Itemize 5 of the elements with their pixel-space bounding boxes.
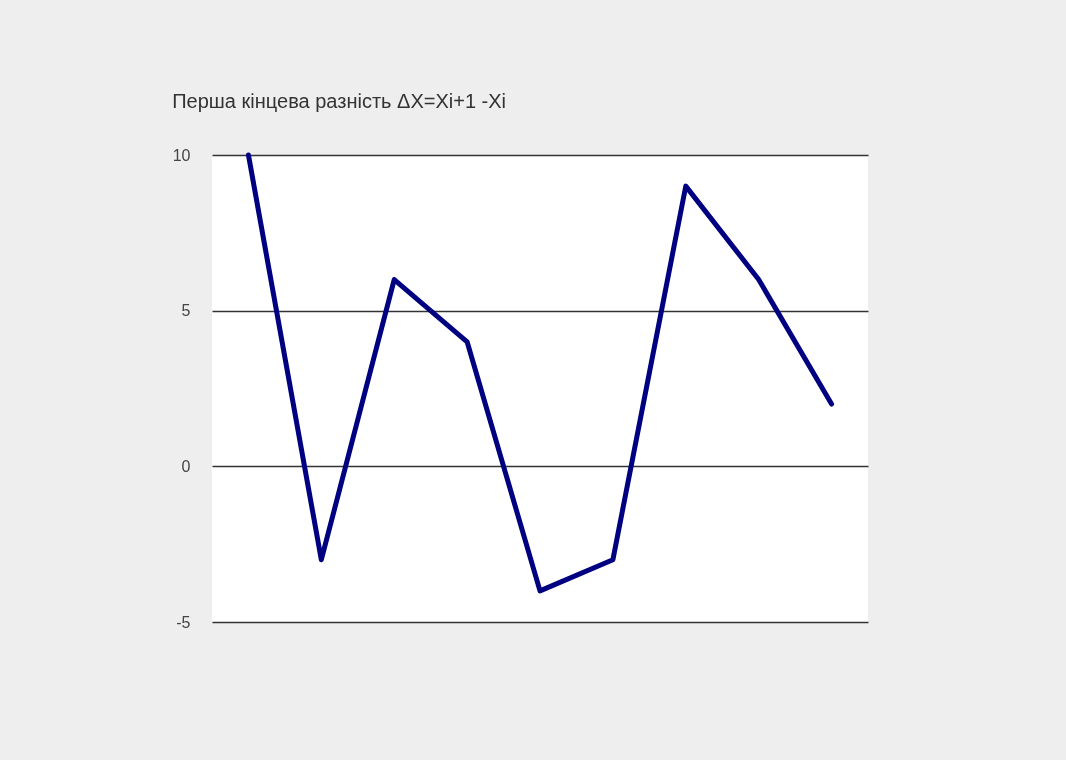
y-tick-label: -5 — [176, 613, 191, 631]
y-tick-label: 0 — [181, 457, 191, 475]
chart-title: Перша кінцева разність ΔX=Xi+1 -Xi — [172, 90, 507, 112]
y-tick-label: 5 — [181, 302, 191, 320]
y-tick-label: 10 — [172, 146, 191, 164]
